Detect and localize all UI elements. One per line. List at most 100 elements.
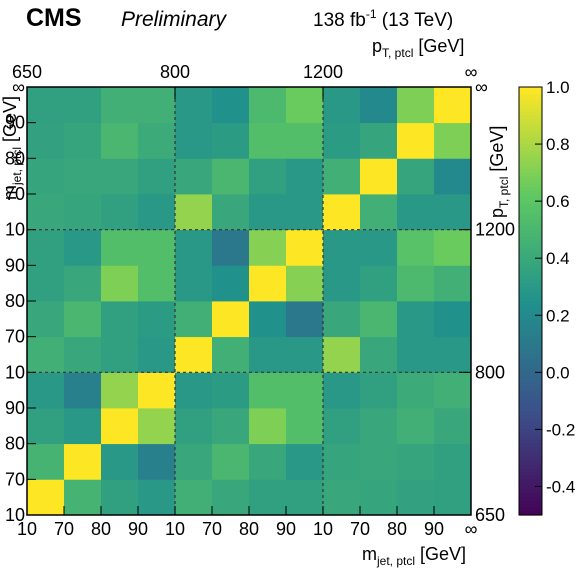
heatmap-cell — [434, 158, 472, 195]
heatmap-cell — [360, 408, 398, 445]
colorbar-segment — [519, 272, 542, 277]
heatmap-cell — [323, 265, 361, 302]
colorbar-segment — [519, 301, 542, 306]
x-tick-label: 10 — [165, 519, 185, 539]
colorbar-segment — [519, 315, 542, 320]
heatmap-cell — [175, 158, 213, 195]
top-tick-label: 650 — [12, 62, 42, 82]
heatmap-cell — [434, 479, 472, 516]
colorbar-segment — [519, 408, 542, 413]
colorbar-segment — [519, 386, 542, 391]
colorbar-segment — [519, 229, 542, 234]
colorbar-segment — [519, 425, 542, 430]
heatmap-cell — [138, 372, 176, 409]
colorbar-segment — [519, 94, 542, 99]
x-tick-label: 70 — [54, 519, 74, 539]
heatmap-cell — [27, 443, 65, 480]
colorbar-segment — [519, 368, 542, 373]
colorbar-tick-label: 1.0 — [546, 78, 570, 97]
heatmap-cell — [101, 122, 139, 159]
colorbar-segment — [519, 197, 542, 202]
heatmap-cell — [249, 229, 287, 266]
colorbar-segment — [519, 411, 542, 416]
heatmap-cells — [27, 87, 472, 516]
colorbar-segment — [519, 104, 542, 109]
colorbar-segment — [519, 119, 542, 124]
colorbar-segment — [519, 429, 542, 434]
colorbar-segment — [519, 122, 542, 127]
colorbar-segment — [519, 465, 542, 470]
heatmap-cell — [138, 194, 176, 231]
heatmap-cell — [64, 443, 102, 480]
colorbar-segment — [519, 404, 542, 409]
heatmap-cell — [101, 408, 139, 445]
top-tick-label: ∞ — [465, 62, 478, 82]
heatmap-cell — [212, 229, 250, 266]
heatmap-cell — [249, 408, 287, 445]
heatmap-cell — [397, 479, 435, 516]
heatmap-cell — [323, 87, 361, 124]
heatmap-cell — [434, 372, 472, 409]
heatmap-cell — [323, 122, 361, 159]
heatmap-cell — [360, 87, 398, 124]
colorbar-segment — [519, 236, 542, 241]
x-tick-label: 80 — [387, 519, 407, 539]
colorbar-segment — [519, 472, 542, 477]
heatmap-cell — [212, 372, 250, 409]
heatmap-cell — [64, 479, 102, 516]
heatmap-cell — [397, 87, 435, 124]
heatmap-cell — [175, 194, 213, 231]
heatmap-cell — [64, 265, 102, 302]
y-tick-label: 80 — [5, 434, 25, 454]
colorbar-segment — [519, 129, 542, 134]
heatmap-cell — [323, 443, 361, 480]
heatmap-cell — [64, 194, 102, 231]
heatmap-cell — [27, 229, 65, 266]
x-axis-label: mjet, ptcl [GeV] — [362, 544, 466, 568]
colorbar-segment — [519, 247, 542, 252]
heatmap-cell — [175, 265, 213, 302]
heatmap-cell — [138, 336, 176, 373]
colorbar-tick-label: 0.4 — [546, 249, 570, 268]
heatmap-cell — [360, 265, 398, 302]
heatmap-cell — [138, 229, 176, 266]
y-tick-label: 90 — [5, 398, 25, 418]
colorbar-segment — [519, 422, 542, 427]
colorbar-segment — [519, 201, 542, 206]
colorbar-segment — [519, 318, 542, 323]
colorbar-segment — [519, 418, 542, 423]
heatmap-cell — [397, 408, 435, 445]
y-tick-label: 10 — [5, 362, 25, 382]
colorbar-tick-label: -0.2 — [546, 420, 575, 439]
heatmap-cell — [286, 372, 324, 409]
colorbar-segment — [519, 432, 542, 438]
colorbar-segment — [519, 136, 542, 142]
colorbar-segment — [519, 161, 542, 167]
heatmap-cell — [323, 408, 361, 445]
y-tick-label: 10 — [5, 220, 25, 240]
heatmap-cell — [175, 408, 213, 445]
heatmap-cell — [286, 301, 324, 338]
x-tick-label: 80 — [91, 519, 111, 539]
colorbar-segment — [519, 90, 542, 95]
colorbar-segment — [519, 126, 542, 131]
heatmap-cell — [212, 158, 250, 195]
colorbar-segment — [519, 211, 542, 216]
heatmap-cell — [360, 336, 398, 373]
colorbar-segment — [519, 226, 542, 231]
colorbar-segment — [519, 169, 542, 174]
heatmap-cell — [434, 301, 472, 338]
colorbar-segment — [519, 475, 542, 480]
colorbar-segment — [519, 436, 542, 441]
colorbar-segment — [519, 479, 542, 484]
colorbar-tick-label: -0.4 — [546, 477, 575, 496]
heatmap-cell — [212, 479, 250, 516]
heatmap-cell — [323, 336, 361, 373]
colorbar-segment — [519, 165, 542, 170]
colorbar-segment — [519, 443, 542, 448]
colorbar-segment — [519, 87, 542, 92]
colorbar-frame — [518, 86, 543, 516]
heatmap-cell — [27, 158, 65, 195]
colorbar-segment — [519, 329, 542, 334]
heatmap-cell — [27, 372, 65, 409]
